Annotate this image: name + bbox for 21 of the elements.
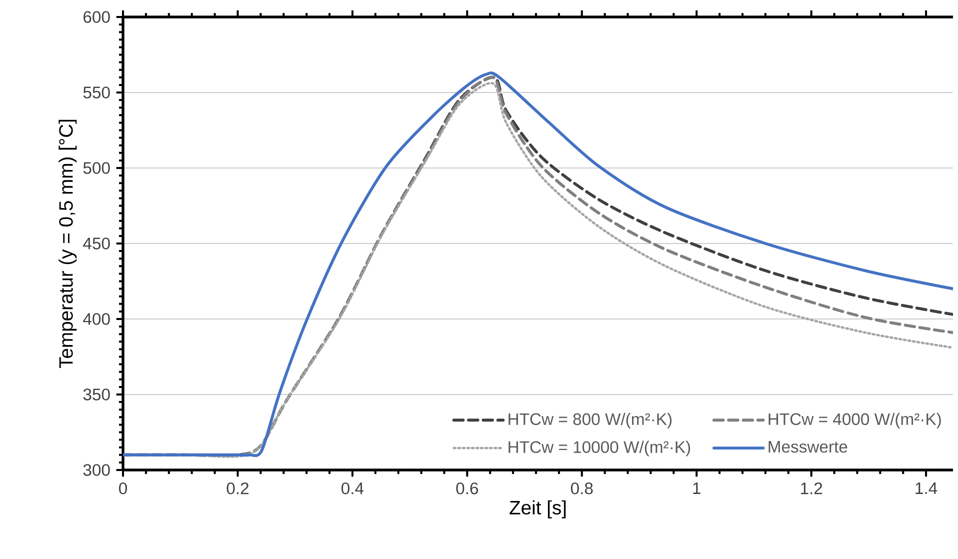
x-tick-label: 0 — [119, 482, 127, 494]
y-tick-label: 400 — [83, 313, 110, 325]
y-tick-label: 600 — [84, 11, 110, 23]
x-tick-label: 0.8 — [570, 482, 593, 494]
legend-label: HTCw = 800 W/(m²·K) — [508, 412, 672, 428]
legend-label: Messwerte — [768, 441, 848, 453]
legend-label: HTCw = 10000 W/(m²·K) — [508, 440, 690, 456]
y-tick-label: 500 — [83, 162, 110, 174]
x-tick-label: 1.4 — [916, 482, 938, 494]
x-tick-label: 0.6 — [456, 482, 478, 494]
y-tick-label: 300 — [83, 464, 110, 476]
y-tick-label: 350 — [83, 388, 110, 400]
y-tick-label: 550 — [83, 86, 110, 98]
x-tick-label: 1.2 — [801, 482, 822, 494]
y-axis-title: Temperatur (y = 0,5 mm) [°C] — [58, 120, 77, 368]
legend-label: HTCw = 4000 W/(m²·K) — [768, 412, 941, 428]
x-tick-label: 0.4 — [342, 482, 364, 494]
y-tick-label: 450 — [83, 238, 110, 250]
x-tick-label: 1 — [693, 482, 700, 494]
x-tick-label: 0.2 — [226, 482, 248, 494]
x-axis-title: Zeit [s] — [510, 500, 566, 518]
